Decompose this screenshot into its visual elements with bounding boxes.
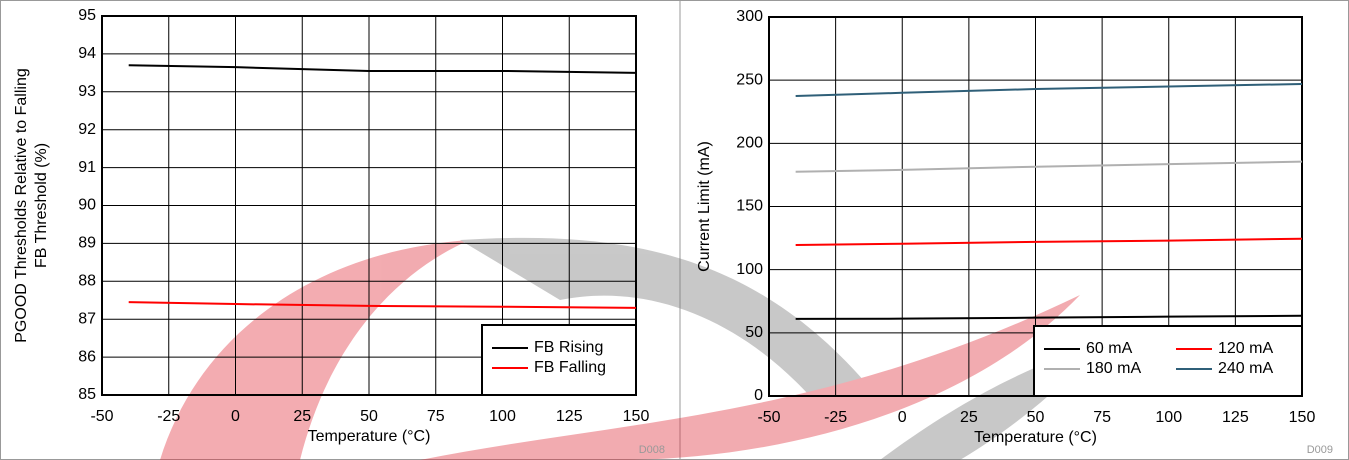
y-tick-label: 90	[78, 197, 96, 214]
legend-label: 60 mA	[1086, 340, 1133, 357]
legend-label: 120 mA	[1218, 340, 1273, 357]
plot-frame	[101, 15, 637, 396]
x-tick-label: -50	[90, 408, 113, 425]
legend-label: 240 mA	[1218, 360, 1273, 377]
x-tick-label: 100	[489, 408, 516, 425]
x-tick-label: 125	[1222, 409, 1249, 426]
line	[795, 160, 1303, 173]
legend-box	[481, 324, 637, 396]
watermark-shape	[460, 237, 880, 420]
x-tick-label: -25	[824, 409, 847, 426]
x-tick-label: 75	[1093, 409, 1111, 426]
y-tick-label: 91	[78, 159, 96, 176]
y-tick-label: 88	[78, 273, 96, 290]
y-tick-label: 92	[78, 121, 96, 138]
y-tick-label: 94	[78, 45, 96, 62]
y-tick-label: 200	[736, 135, 763, 152]
x-tick-label: 150	[1289, 409, 1316, 426]
y-tick-label: 85	[78, 386, 96, 403]
note: D008	[639, 444, 665, 456]
legend-label: FB Falling	[534, 359, 606, 376]
line	[795, 314, 1303, 320]
x-tick-label: 0	[898, 409, 907, 426]
y-tick-label: 89	[78, 235, 96, 252]
legend-label: FB Rising	[534, 339, 603, 356]
x-tick-label: -50	[757, 409, 780, 426]
x-tick-label: 150	[623, 408, 650, 425]
y-axis-label: Current Limit (mA)	[696, 141, 713, 272]
y-tick-label: 150	[736, 198, 763, 215]
line	[795, 82, 1303, 97]
x-tick-label: 75	[427, 408, 445, 425]
legend-label: 180 mA	[1086, 360, 1141, 377]
x-tick-label: 25	[293, 408, 311, 425]
y-tick-label: 86	[78, 348, 96, 365]
x-tick-label: 125	[556, 408, 583, 425]
note: D009	[1307, 444, 1333, 456]
y-axis-label: PGOOD Thresholds Relative to Falling	[13, 68, 30, 342]
y-tick-label: 300	[736, 8, 763, 25]
x-axis-label: Temperature (°C)	[308, 428, 431, 445]
line	[795, 237, 1303, 247]
y-tick-label: 93	[78, 83, 96, 100]
x-tick-label: 25	[960, 409, 978, 426]
x-tick-label: -25	[157, 408, 180, 425]
x-axis-label: Temperature (°C)	[974, 429, 1097, 446]
x-tick-label: 50	[360, 408, 378, 425]
y-tick-label: 0	[754, 387, 763, 404]
watermark-shape	[420, 295, 1080, 460]
watermark-shape	[160, 240, 470, 460]
line	[128, 301, 637, 309]
x-tick-label: 100	[1155, 409, 1182, 426]
line	[128, 64, 637, 74]
y-tick-label: 50	[745, 324, 763, 341]
x-tick-label: 50	[1027, 409, 1045, 426]
y-tick-label: 87	[78, 310, 96, 327]
legend-box	[1033, 325, 1303, 397]
y-axis-label: FB Threshold (%)	[33, 143, 50, 268]
y-tick-label: 95	[78, 7, 96, 24]
y-tick-label: 100	[736, 261, 763, 278]
y-tick-label: 250	[736, 71, 763, 88]
x-tick-label: 0	[231, 408, 240, 425]
